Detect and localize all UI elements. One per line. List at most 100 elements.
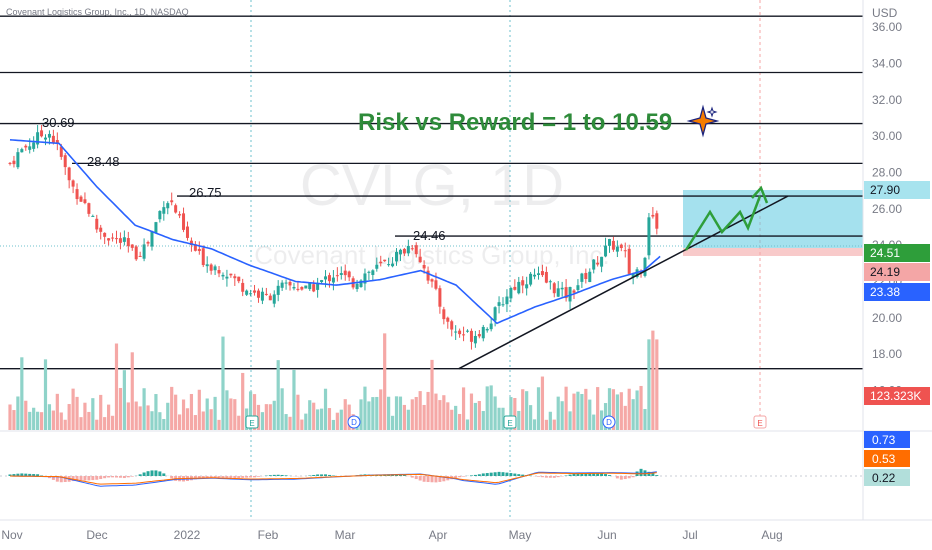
candle-body bbox=[217, 270, 221, 274]
macd-bar bbox=[454, 476, 458, 479]
candle-body bbox=[225, 276, 229, 279]
macd-bar bbox=[111, 476, 115, 478]
macd-bar bbox=[272, 474, 276, 476]
macd-bar bbox=[552, 476, 556, 478]
candle-body bbox=[43, 137, 47, 140]
volume-bar bbox=[627, 388, 631, 430]
volume-bar bbox=[461, 387, 466, 430]
event-marker-dividend[interactable]: D bbox=[602, 415, 616, 429]
volume-bar bbox=[513, 398, 517, 430]
volume-bar bbox=[493, 396, 497, 430]
candle-body bbox=[493, 307, 497, 321]
candle-body bbox=[473, 335, 477, 344]
candle-body bbox=[564, 287, 568, 299]
volume-bar bbox=[276, 360, 280, 430]
candle-body bbox=[118, 238, 122, 243]
macd-bar bbox=[517, 474, 521, 476]
candle-body bbox=[71, 180, 75, 187]
candle-body bbox=[552, 283, 556, 294]
volume-bar bbox=[177, 414, 182, 430]
macd-bar bbox=[162, 473, 166, 476]
candle-body bbox=[596, 262, 600, 265]
volume-bar bbox=[197, 389, 201, 430]
volume-bar bbox=[465, 419, 470, 430]
candle-body bbox=[489, 323, 493, 330]
candles bbox=[8, 125, 659, 350]
volume-bar bbox=[576, 391, 580, 430]
candle-body bbox=[422, 264, 426, 269]
candle-body bbox=[572, 290, 576, 293]
event-marker-earnings[interactable]: E bbox=[245, 415, 259, 429]
macd-bar bbox=[225, 476, 229, 478]
macd-bar bbox=[253, 476, 257, 478]
candle-body bbox=[40, 130, 44, 137]
macd-bar bbox=[217, 476, 221, 478]
macd-bar bbox=[114, 476, 118, 478]
svg-text:D: D bbox=[606, 418, 612, 427]
volume-bar bbox=[383, 333, 387, 430]
volume-bar bbox=[114, 343, 119, 430]
volume-bar bbox=[87, 411, 91, 430]
symbol-header: Covenant Logistics Group, Inc., 1D, NASD… bbox=[6, 7, 189, 17]
volume-bar bbox=[83, 402, 87, 430]
volume-bars bbox=[8, 330, 659, 430]
volume-bar bbox=[529, 405, 533, 430]
candle-body bbox=[544, 271, 548, 283]
macd-bar bbox=[607, 475, 611, 476]
candle-body bbox=[253, 290, 257, 293]
candle-body bbox=[95, 218, 99, 230]
candle-body bbox=[383, 259, 387, 262]
macd-bar bbox=[489, 472, 493, 476]
event-marker-dividend[interactable]: D bbox=[347, 415, 361, 429]
candle-body bbox=[268, 295, 272, 301]
candle-body bbox=[517, 281, 521, 294]
macd-bar bbox=[651, 472, 655, 476]
volume-bar bbox=[410, 399, 414, 430]
candle-body bbox=[607, 239, 611, 246]
volume-bar bbox=[367, 401, 371, 430]
volume-bar bbox=[596, 387, 600, 430]
time-tick: May bbox=[509, 528, 532, 542]
event-marker-earnings-future[interactable]: E bbox=[753, 415, 767, 429]
macd-bar bbox=[122, 476, 126, 479]
macd-bar bbox=[83, 476, 87, 481]
volume-bar bbox=[485, 386, 489, 430]
event-markers: E D E D E bbox=[245, 415, 767, 429]
macd-bar bbox=[71, 476, 75, 482]
volume-bar bbox=[59, 412, 63, 430]
candle-body bbox=[28, 146, 32, 150]
candle-body bbox=[481, 326, 485, 339]
macd-bar bbox=[655, 475, 659, 476]
macd-bar bbox=[193, 476, 197, 480]
event-marker-earnings[interactable]: E bbox=[503, 415, 517, 429]
macd-bar bbox=[24, 473, 28, 476]
candle-body bbox=[501, 304, 505, 306]
volume-bar bbox=[584, 388, 588, 430]
candle-body bbox=[209, 264, 213, 271]
candle-body bbox=[536, 273, 540, 275]
macd-bar bbox=[229, 476, 233, 479]
candle-body bbox=[193, 244, 197, 251]
time-axis[interactable]: Nov Dec 2022 Feb Mar Apr May Jun Jul Aug bbox=[1, 528, 782, 542]
volume-bar bbox=[51, 410, 55, 430]
volume-bar bbox=[32, 407, 36, 430]
volume-bar bbox=[592, 414, 596, 430]
macd-bar bbox=[249, 476, 253, 478]
macd-bar bbox=[75, 476, 79, 481]
candle-body bbox=[280, 282, 284, 288]
volume-bar bbox=[8, 404, 12, 430]
candle-body bbox=[185, 226, 189, 238]
volume-bar bbox=[521, 389, 525, 430]
macd-tag bbox=[864, 450, 910, 467]
candle-body bbox=[509, 287, 513, 299]
volume-bar bbox=[308, 400, 312, 430]
volume-bar bbox=[434, 393, 438, 430]
candle-body bbox=[8, 162, 12, 164]
volume-bar bbox=[525, 391, 529, 430]
candle-body bbox=[462, 334, 466, 336]
macd-bar bbox=[584, 472, 588, 476]
macd-bar bbox=[458, 476, 462, 478]
volume-bar bbox=[237, 415, 241, 430]
candle-body bbox=[335, 275, 339, 277]
